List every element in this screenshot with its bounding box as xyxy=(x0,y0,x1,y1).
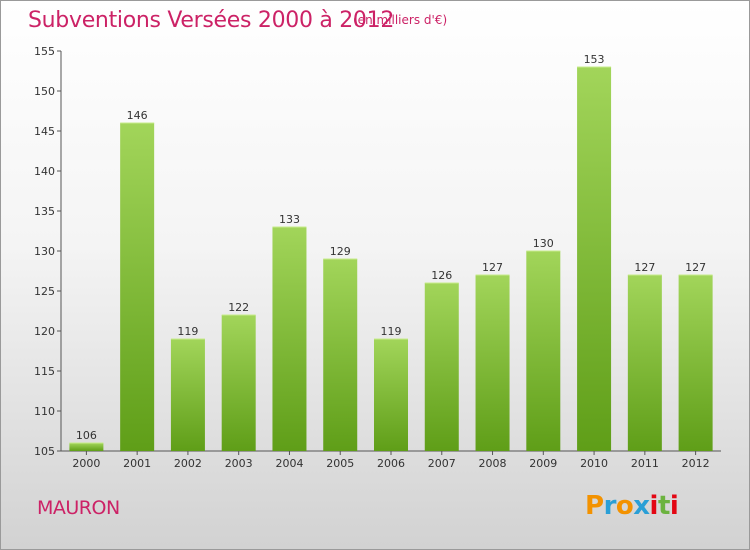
bar xyxy=(272,227,307,451)
bar xyxy=(323,259,358,451)
y-tick-label: 155 xyxy=(34,45,55,58)
chart-unit: (en milliers d'€) xyxy=(353,13,448,27)
x-tick-label: 2011 xyxy=(631,457,659,470)
bar-value-label: 129 xyxy=(330,245,351,258)
bar-value-label: 119 xyxy=(177,325,198,338)
bar-value-label: 127 xyxy=(482,261,503,274)
y-tick-label: 150 xyxy=(34,85,55,98)
bar-value-label: 106 xyxy=(76,429,97,442)
bar-value-label: 122 xyxy=(228,301,249,314)
commune-name: MAURON xyxy=(37,497,120,519)
bar xyxy=(120,123,155,451)
logo-letter: t xyxy=(657,491,670,521)
x-tick-label: 2004 xyxy=(275,457,303,470)
bar-value-label: 146 xyxy=(127,109,148,122)
y-tick-label: 130 xyxy=(34,245,55,258)
x-tick-label: 2006 xyxy=(377,457,405,470)
logo-letter: P xyxy=(585,491,604,521)
x-tick-label: 2003 xyxy=(225,457,253,470)
bar xyxy=(424,283,459,451)
y-tick-label: 125 xyxy=(34,285,55,298)
x-tick-label: 2005 xyxy=(326,457,354,470)
bar-value-label: 153 xyxy=(584,53,605,66)
bar xyxy=(526,251,561,451)
logo-letter: x xyxy=(633,491,650,521)
bar xyxy=(475,275,510,451)
logo-letter: i xyxy=(669,491,679,521)
x-tick-label: 2010 xyxy=(580,457,608,470)
bar-value-label: 130 xyxy=(533,237,554,250)
proxiti-logo: Proxiti xyxy=(585,491,679,521)
x-tick-label: 2009 xyxy=(529,457,557,470)
bar xyxy=(374,339,408,451)
y-tick-label: 115 xyxy=(34,365,55,378)
bar xyxy=(170,339,205,451)
x-tick-label: 2002 xyxy=(174,457,202,470)
y-tick-label: 140 xyxy=(34,165,55,178)
x-tick-label: 2001 xyxy=(123,457,151,470)
logo-letter: r xyxy=(603,491,617,521)
logo-letter: i xyxy=(649,491,659,521)
bar xyxy=(577,67,612,451)
y-tick-label: 120 xyxy=(34,325,55,338)
x-tick-label: 2007 xyxy=(428,457,456,470)
logo-letter: o xyxy=(615,491,634,521)
x-tick-label: 2008 xyxy=(479,457,507,470)
x-tick-label: 2012 xyxy=(682,457,710,470)
y-tick-label: 145 xyxy=(34,125,55,138)
bar-value-label: 127 xyxy=(634,261,655,274)
bar xyxy=(221,315,256,451)
bar-value-label: 126 xyxy=(431,269,452,282)
y-tick-label: 105 xyxy=(34,445,55,458)
x-tick-label: 2000 xyxy=(72,457,100,470)
y-tick-label: 110 xyxy=(34,405,55,418)
chart-title: Subventions Versées 2000 à 2012 xyxy=(28,8,395,33)
bar-value-label: 119 xyxy=(381,325,402,338)
bar xyxy=(627,275,662,451)
bar-value-label: 133 xyxy=(279,213,300,226)
bar-value-label: 127 xyxy=(685,261,706,274)
bar xyxy=(678,275,713,451)
y-tick-label: 135 xyxy=(34,205,55,218)
bar xyxy=(69,443,104,451)
